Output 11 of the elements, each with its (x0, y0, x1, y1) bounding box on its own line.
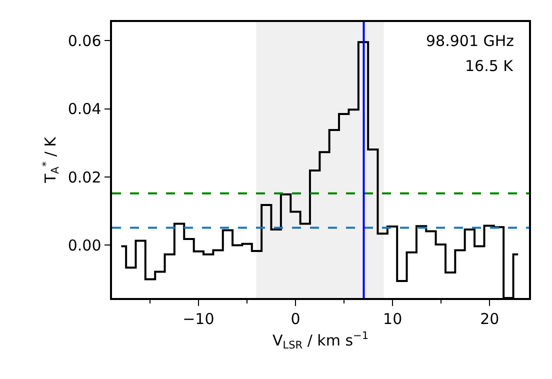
y-tick-label: 0.00 (68, 236, 102, 254)
x-tick-label: 0 (290, 310, 300, 328)
annotation: 16.5 K (465, 57, 514, 75)
x-tick-label: 10 (383, 310, 402, 328)
y-tick-label: 0.06 (68, 32, 102, 50)
annotation: 98.901 GHz (426, 32, 514, 50)
x-tick-label: −10 (182, 310, 214, 328)
y-tick-label: 0.04 (68, 100, 102, 118)
x-axis-title: V$_{LSR}$ / km s$^{−1}$ (272, 330, 369, 352)
x-tick-label: 20 (480, 310, 500, 328)
y-tick-label: 0.02 (68, 168, 102, 186)
